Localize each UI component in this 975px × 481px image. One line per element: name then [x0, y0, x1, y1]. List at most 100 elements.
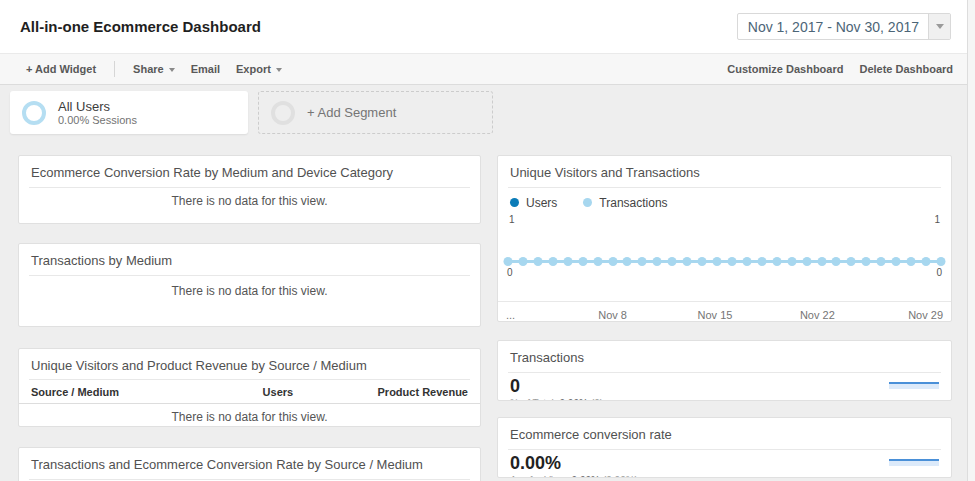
data-point [563, 257, 572, 266]
metric-value: 0 [510, 376, 939, 397]
chart-plot-area: 1 1 0 0 [498, 210, 951, 301]
x-axis-tick: Nov 15 [698, 309, 733, 321]
widget-ecommerce-conversion-by-medium: Ecommerce Conversion Rate by Medium and … [18, 155, 481, 224]
data-point [713, 257, 722, 266]
date-range-selector[interactable]: Nov 1, 2017 - Nov 30, 2017 [737, 13, 951, 40]
data-point [787, 257, 796, 266]
metric-value: 0.00% [510, 453, 939, 474]
sparkline-fill [889, 461, 939, 466]
date-range-dropdown-button[interactable] [928, 14, 950, 39]
right-column: Unique Visitors and Transactions Users T… [497, 155, 952, 481]
customize-dashboard-button[interactable]: Customize Dashboard [719, 59, 851, 79]
data-point [578, 257, 587, 266]
data-point [608, 257, 617, 266]
x-axis-tick: ... [506, 309, 515, 321]
data-point [907, 257, 916, 266]
stat-suffix: (0) [591, 398, 603, 401]
left-column: Ecommerce Conversion Rate by Medium and … [18, 155, 481, 481]
widget-transactions-conversion-table: Transactions and Ecommerce Conversion Ra… [18, 447, 481, 481]
export-button[interactable]: Export [228, 59, 290, 79]
data-point [802, 257, 811, 266]
y-axis-max-right: 1 [934, 214, 940, 225]
no-data-message: There is no data for this view. [19, 404, 480, 424]
data-point [638, 257, 647, 266]
column-header-users[interactable]: Users [206, 386, 293, 398]
stat-prefix: Avg for View: [510, 475, 569, 478]
metric-comparison: % of Total:0.00%(0) [510, 398, 939, 401]
x-axis-tick: Nov 8 [598, 309, 627, 321]
widget-title: Ecommerce conversion rate [508, 418, 941, 450]
segment-title: All Users [58, 99, 137, 114]
widget-title: Transactions by Medium [29, 244, 470, 276]
x-axis-tick: Nov 22 [800, 309, 835, 321]
chart-line-series [508, 257, 941, 266]
widget-transactions-scorecard: Transactions 0 % of Total:0.00%(0) [497, 340, 952, 401]
widget-visitors-transactions-chart: Unique Visitors and Transactions Users T… [497, 155, 952, 322]
chart-legend: Users Transactions [498, 188, 951, 210]
data-point [937, 257, 946, 266]
widgets-grid: Ecommerce Conversion Rate by Medium and … [18, 155, 975, 481]
x-axis: ... Nov 8 Nov 15 Nov 22 Nov 29 [498, 301, 951, 322]
widget-title: Ecommerce Conversion Rate by Medium and … [29, 156, 470, 188]
scrollbar[interactable] [967, 0, 975, 481]
dashboard-page: { "header": { "title": "All-in-one Ecomm… [0, 0, 975, 481]
widget-title: Transactions and Ecommerce Conversion Ra… [29, 448, 470, 480]
data-point [683, 257, 692, 266]
widget-title: Unique Visitors and Transactions [508, 156, 941, 188]
legend-item-users[interactable]: Users [510, 196, 557, 210]
x-axis-tick: Nov 29 [908, 309, 943, 321]
data-point [653, 257, 662, 266]
widget-visitors-revenue-table: Unique Visitors and Product Revenue by S… [18, 348, 481, 427]
data-point [668, 257, 677, 266]
segment-all-users[interactable]: All Users 0.00% Sessions [10, 91, 248, 134]
column-header-product-revenue[interactable]: Product Revenue [293, 386, 468, 398]
no-data-message: There is no data for this view. [19, 188, 480, 208]
add-widget-label: + Add Widget [26, 63, 96, 75]
caret-down-icon [169, 68, 175, 72]
delete-dashboard-button[interactable]: Delete Dashboard [851, 59, 961, 79]
date-range-value: Nov 1, 2017 - Nov 30, 2017 [738, 14, 928, 39]
stat-suffix: (0.00%) [603, 475, 638, 478]
data-point [922, 257, 931, 266]
segment-all-users-text: All Users 0.00% Sessions [58, 99, 137, 126]
sparkline [889, 382, 939, 389]
segment-donut-icon [271, 101, 295, 125]
toolbar-divider [114, 61, 115, 77]
header: All-in-one Ecommerce Dashboard Nov 1, 20… [0, 0, 975, 54]
data-point [877, 257, 886, 266]
widget-transactions-by-medium: Transactions by Medium There is no data … [18, 243, 481, 327]
data-point [533, 257, 542, 266]
export-label: Export [236, 63, 271, 75]
no-data-message: There is no data for this view. [19, 276, 480, 298]
caret-down-icon [276, 68, 282, 72]
share-label: Share [133, 63, 164, 75]
data-point [727, 257, 736, 266]
stat-value: 0.00% [560, 398, 588, 401]
users-series-dot-icon [510, 198, 519, 207]
y-axis-min-right: 0 [936, 267, 942, 278]
data-point [623, 257, 632, 266]
dashboard-toolbar: + Add Widget Share Email Export Customiz… [0, 54, 975, 85]
page-title: All-in-one Ecommerce Dashboard [20, 18, 261, 35]
toolbar-left-group: + Add Widget Share Email Export [18, 59, 290, 79]
legend-item-transactions[interactable]: Transactions [583, 196, 667, 210]
data-point [847, 257, 856, 266]
data-point [832, 257, 841, 266]
email-button[interactable]: Email [183, 59, 228, 79]
customize-dashboard-label: Customize Dashboard [727, 63, 843, 75]
add-widget-button[interactable]: + Add Widget [18, 59, 104, 79]
column-header-source-medium[interactable]: Source / Medium [31, 386, 206, 398]
y-axis-min-left: 0 [507, 267, 513, 278]
data-point [593, 257, 602, 266]
data-point [892, 257, 901, 266]
toolbar-right-group: Customize Dashboard Delete Dashboard [719, 59, 961, 79]
email-label: Email [191, 63, 220, 75]
share-button[interactable]: Share [125, 59, 183, 79]
widget-title: Unique Visitors and Product Revenue by S… [29, 349, 470, 380]
add-segment-button[interactable]: + Add Segment [258, 91, 493, 134]
widget-conversion-rate-scorecard: Ecommerce conversion rate 0.00% Avg for … [497, 417, 952, 478]
widget-title: Transactions [508, 341, 941, 373]
scorecard-body: 0.00% Avg for View:0.00%(0.00%) [498, 450, 951, 478]
transactions-series-dot-icon [583, 198, 592, 207]
scorecard-body: 0 % of Total:0.00%(0) [498, 373, 951, 401]
